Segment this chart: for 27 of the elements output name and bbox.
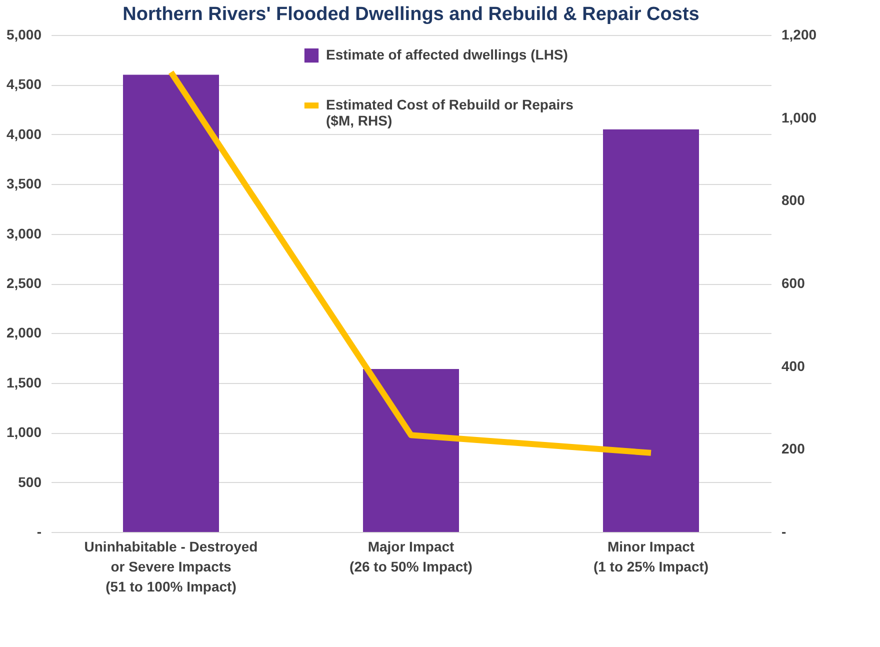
y2-tick-label: 1,200 <box>782 26 817 42</box>
y-tick-label: 2,000 <box>6 324 42 341</box>
x-tick-label: Major Impact (26 to 50% Impact) <box>350 538 472 574</box>
y-tick-label: 2,500 <box>6 275 42 291</box>
y-tick-label: 500 <box>18 474 42 490</box>
x-tick-label: Uninhabitable - Destroyed or Severe Impacts (51 to 100% Impact) <box>84 538 258 594</box>
bar <box>363 368 459 532</box>
y-tick-label: 4,500 <box>6 76 42 92</box>
bar <box>123 74 219 532</box>
x-tick-label: Minor Impact (1 to 25% Impact) <box>593 538 709 574</box>
y2-tick-label: 1,000 <box>782 109 817 126</box>
legend-label: Estimate of affected dwellings (LHS) <box>326 46 568 62</box>
bar <box>603 129 699 532</box>
y-tick-label: 3,000 <box>6 225 42 242</box>
y-tick-label: 4,000 <box>6 126 42 142</box>
y-tick-label: - <box>36 524 42 540</box>
y-tick-label: 5,000 <box>6 26 42 42</box>
chart-title: Northern Rivers' Flooded Dwellings and Rebuild & Repair Costs <box>122 4 700 25</box>
y2-tick-label: 600 <box>782 275 806 291</box>
legend-label: Estimated Cost of Rebuild or Repairs ($M, RHS) <box>326 96 574 128</box>
y-tick-label: 1,500 <box>6 374 42 390</box>
y2-tick-label: - <box>782 524 786 540</box>
y2-tick-label: 200 <box>782 440 806 457</box>
y2-tick-label: 400 <box>782 358 806 374</box>
y-tick-label: 1,000 <box>6 424 42 440</box>
y2-tick-label: 800 <box>782 192 806 208</box>
y-tick-label: 3,500 <box>6 176 42 192</box>
